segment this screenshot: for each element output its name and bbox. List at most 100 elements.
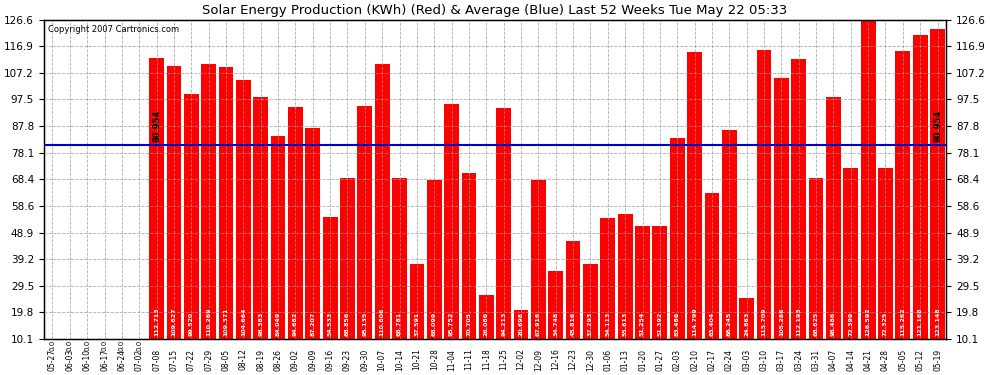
Text: 37.293: 37.293 xyxy=(588,312,593,336)
Text: 51.392: 51.392 xyxy=(657,312,662,336)
Text: 114.799: 114.799 xyxy=(692,308,697,336)
Bar xyxy=(236,80,250,339)
Bar xyxy=(392,178,407,339)
Text: 67.916: 67.916 xyxy=(536,312,541,336)
Bar xyxy=(687,52,702,339)
Text: 26.086: 26.086 xyxy=(484,312,489,336)
Text: 123.148: 123.148 xyxy=(936,308,940,336)
Text: 20.698: 20.698 xyxy=(519,312,524,336)
Bar xyxy=(618,214,633,339)
Text: 109.371: 109.371 xyxy=(224,308,229,336)
Text: 55.613: 55.613 xyxy=(623,312,628,336)
Text: 80.954: 80.954 xyxy=(933,110,942,142)
Text: 0.0: 0.0 xyxy=(84,340,90,351)
Bar xyxy=(445,104,459,339)
Text: 121.168: 121.168 xyxy=(918,308,923,336)
Text: Copyright 2007 Cartronics.com: Copyright 2007 Cartronics.com xyxy=(49,24,179,33)
Bar xyxy=(548,272,563,339)
Bar xyxy=(600,218,615,339)
Text: 80.954: 80.954 xyxy=(152,110,161,142)
Text: 99.520: 99.520 xyxy=(189,312,194,336)
Bar xyxy=(565,241,580,339)
Text: 104.664: 104.664 xyxy=(241,308,246,336)
Title: Solar Energy Production (KWh) (Red) & Average (Blue) Last 52 Weeks Tue May 22 05: Solar Energy Production (KWh) (Red) & Av… xyxy=(202,4,788,17)
Bar xyxy=(774,78,789,339)
Text: 126.592: 126.592 xyxy=(865,308,870,336)
Text: 0.0: 0.0 xyxy=(50,340,55,351)
Text: 105.286: 105.286 xyxy=(779,308,784,336)
Text: 98.486: 98.486 xyxy=(831,312,836,336)
Bar xyxy=(931,29,944,339)
Bar xyxy=(652,226,667,339)
Text: 68.825: 68.825 xyxy=(814,312,819,336)
Bar xyxy=(201,64,216,339)
Bar xyxy=(514,310,529,339)
Text: 112.713: 112.713 xyxy=(154,308,159,336)
Text: 68.781: 68.781 xyxy=(397,312,402,336)
Text: 24.863: 24.863 xyxy=(744,312,749,336)
Bar xyxy=(826,97,841,339)
Bar xyxy=(219,67,234,339)
Text: 95.135: 95.135 xyxy=(362,312,367,336)
Bar xyxy=(375,63,390,339)
Bar xyxy=(860,20,875,339)
Bar xyxy=(166,66,181,339)
Text: 112.193: 112.193 xyxy=(796,308,801,336)
Text: 95.752: 95.752 xyxy=(449,312,454,336)
Bar xyxy=(149,58,164,339)
Text: 68.856: 68.856 xyxy=(345,312,350,336)
Bar xyxy=(722,130,737,339)
Bar xyxy=(461,173,476,339)
Bar xyxy=(357,106,372,339)
Bar xyxy=(878,168,893,339)
Text: 115.262: 115.262 xyxy=(900,308,905,336)
Text: 98.383: 98.383 xyxy=(258,312,263,336)
Text: 86.245: 86.245 xyxy=(727,312,732,336)
Text: 109.627: 109.627 xyxy=(171,308,176,336)
Bar xyxy=(253,97,268,339)
Text: 63.404: 63.404 xyxy=(710,312,715,336)
Text: 0.0: 0.0 xyxy=(66,340,73,351)
Bar xyxy=(184,94,199,339)
Bar xyxy=(531,180,545,339)
Text: 45.816: 45.816 xyxy=(570,312,575,336)
Text: 94.682: 94.682 xyxy=(293,312,298,336)
Bar xyxy=(636,226,649,339)
Text: 87.207: 87.207 xyxy=(310,312,315,336)
Text: 34.748: 34.748 xyxy=(553,312,558,336)
Bar xyxy=(705,193,720,339)
Bar xyxy=(341,178,354,339)
Bar xyxy=(583,264,598,339)
Text: 84.049: 84.049 xyxy=(275,312,280,336)
Bar xyxy=(479,295,494,339)
Text: 72.325: 72.325 xyxy=(883,312,888,336)
Bar xyxy=(791,59,806,339)
Bar xyxy=(496,108,511,339)
Bar xyxy=(896,51,910,339)
Bar xyxy=(809,178,824,339)
Text: 0.0: 0.0 xyxy=(137,340,143,351)
Text: 54.533: 54.533 xyxy=(328,312,333,336)
Text: 0.0: 0.0 xyxy=(102,340,108,351)
Bar xyxy=(288,107,303,339)
Text: 72.399: 72.399 xyxy=(848,312,853,336)
Bar xyxy=(843,168,858,339)
Bar xyxy=(670,138,685,339)
Bar xyxy=(740,298,754,339)
Text: 94.213: 94.213 xyxy=(501,312,506,336)
Text: 51.254: 51.254 xyxy=(640,312,645,336)
Bar xyxy=(270,136,285,339)
Bar xyxy=(913,34,928,339)
Text: 37.591: 37.591 xyxy=(415,312,420,336)
Bar xyxy=(427,180,442,339)
Text: 54.113: 54.113 xyxy=(605,312,610,336)
Text: 110.606: 110.606 xyxy=(380,308,385,336)
Bar xyxy=(305,128,320,339)
Text: 115.709: 115.709 xyxy=(761,308,766,336)
Bar xyxy=(323,217,338,339)
Text: 0.0: 0.0 xyxy=(119,340,125,351)
Text: 110.269: 110.269 xyxy=(206,308,211,336)
Bar xyxy=(756,50,771,339)
Text: 83.486: 83.486 xyxy=(675,312,680,336)
Text: 68.099: 68.099 xyxy=(432,312,437,336)
